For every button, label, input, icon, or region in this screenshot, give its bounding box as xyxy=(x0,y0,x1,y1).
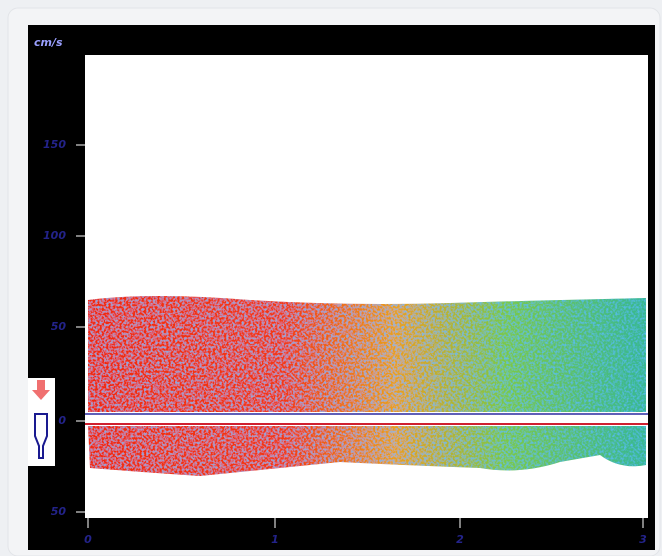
y-axis-label: 0 xyxy=(58,414,66,427)
y-axis-label: 50 xyxy=(51,320,67,333)
screenshot: cm/s 150 100 50 0 50 0 1 2 3 xyxy=(0,0,662,556)
x-axis-label: 2 xyxy=(456,533,464,546)
forward-flow-spectrum xyxy=(88,296,646,412)
x-axis-label: 0 xyxy=(84,533,92,546)
y-axis-label: 50 xyxy=(51,505,67,518)
y-axis-label: 100 xyxy=(43,229,66,242)
x-axis-label: 3 xyxy=(639,533,647,546)
unit-label: cm/s xyxy=(34,36,63,49)
page: cm/s 150100500500123 (() => { const data… xyxy=(0,0,662,556)
x-axis-label: 1 xyxy=(271,533,279,546)
y-axis-label: 150 xyxy=(43,138,66,151)
